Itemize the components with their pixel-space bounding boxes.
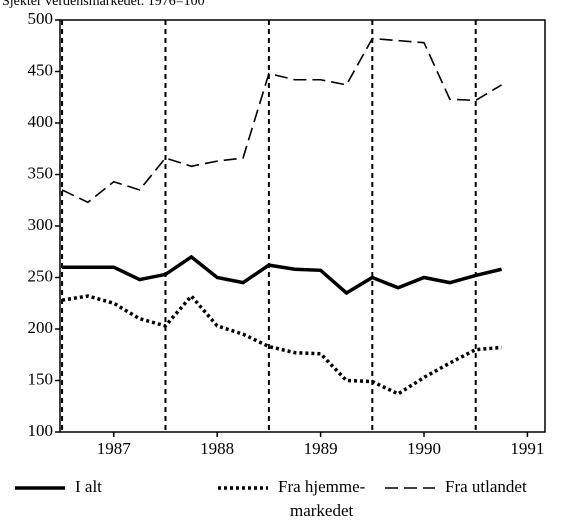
legend-label: I alt <box>75 477 102 496</box>
y-tick-label: 100 <box>28 421 54 440</box>
plot-frame <box>59 19 546 433</box>
y-tick-label: 350 <box>28 163 54 182</box>
series-line <box>62 254 502 296</box>
y-tick-label: 150 <box>28 369 54 388</box>
x-tick-label: 1987 <box>97 439 132 458</box>
y-tick-label: 500 <box>28 9 54 28</box>
y-tick-label: 300 <box>28 215 54 234</box>
x-tick-label: 1990 <box>407 439 441 458</box>
y-tick-label: 200 <box>28 318 54 337</box>
x-tick-label: 1989 <box>304 439 338 458</box>
y-tick-label: 400 <box>28 112 54 131</box>
series-line <box>61 37 502 204</box>
legend-label: Fra hjemme-markedet <box>278 477 366 520</box>
series-line <box>61 293 502 396</box>
x-tick-label: 1988 <box>200 439 234 458</box>
chart-subtitle: Sjekter verdensmarkedet. 1976=100 <box>2 0 205 9</box>
legend-label: Fra utlandet <box>445 477 527 496</box>
y-tick-label: 450 <box>28 60 54 79</box>
y-tick-label: 250 <box>28 266 54 285</box>
x-tick-label: 1991 <box>510 439 544 458</box>
